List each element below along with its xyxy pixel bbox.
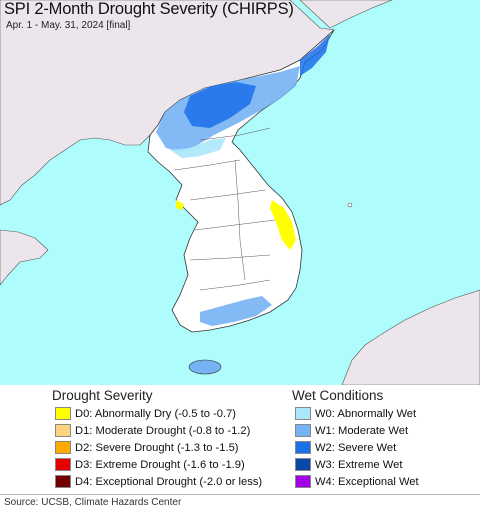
legend-item-w3: W3: Extreme Wet bbox=[295, 457, 402, 472]
wet-region-w2-northeast bbox=[300, 34, 330, 76]
swatch-d0 bbox=[55, 407, 71, 420]
legend-label: D3: Extreme Drought (-1.6 to -1.9) bbox=[75, 458, 245, 471]
legend-item-w2: W2: Severe Wet bbox=[295, 440, 396, 455]
legend-item-d1: D1: Moderate Drought (-0.8 to -1.2) bbox=[55, 423, 250, 438]
legend-item-d0: D0: Abnormally Dry (-0.5 to -0.7) bbox=[55, 406, 236, 421]
legend-item-w1: W1: Moderate Wet bbox=[295, 423, 408, 438]
ulleung-island bbox=[347, 202, 353, 208]
swatch-d1 bbox=[55, 424, 71, 437]
foreign-land-russia bbox=[299, 0, 393, 29]
legend-label: W1: Moderate Wet bbox=[315, 424, 409, 437]
swatch-w1 bbox=[295, 424, 311, 437]
swatch-d3 bbox=[55, 458, 71, 471]
province-boundaries bbox=[174, 127, 276, 291]
swatch-d4 bbox=[55, 475, 71, 488]
legend-label: W0: Abnormally Wet bbox=[315, 407, 417, 420]
foreign-land-shandong bbox=[0, 229, 49, 286]
dry-region-d0-east-coast bbox=[270, 200, 296, 250]
legend-item-w0: W0: Abnormally Wet bbox=[295, 406, 416, 421]
legend: Drought Severity Wet Conditions D0: Abno… bbox=[0, 385, 480, 495]
wet-region-w2-north bbox=[184, 82, 256, 128]
legend-label: D0: Abnormally Dry (-0.5 to -0.7) bbox=[75, 407, 237, 420]
legend-item-d3: D3: Extreme Drought (-1.6 to -1.9) bbox=[55, 457, 245, 472]
swatch-d2 bbox=[55, 441, 71, 454]
legend-title-wet: Wet Conditions bbox=[292, 388, 384, 403]
swatch-w4 bbox=[295, 475, 311, 488]
legend-item-d2: D2: Severe Drought (-1.3 to -1.5) bbox=[55, 440, 239, 455]
wet-region-w0-north bbox=[170, 138, 226, 158]
wet-region-w1-south bbox=[200, 296, 272, 326]
jeju-island bbox=[188, 359, 222, 375]
map-panel: SPI 2-Month Drought Severity (CHIRPS) Ap… bbox=[0, 0, 480, 385]
swatch-w0 bbox=[295, 407, 311, 420]
legend-title-drought: Drought Severity bbox=[52, 388, 153, 403]
source-footer: Source: UCSB, Climate Hazards Center bbox=[0, 494, 480, 510]
legend-label: D1: Moderate Drought (-0.8 to -1.2) bbox=[75, 424, 251, 437]
map-canvas bbox=[0, 0, 480, 385]
map-title: SPI 2-Month Drought Severity (CHIRPS) bbox=[4, 0, 294, 18]
legend-label: W2: Severe Wet bbox=[315, 441, 397, 454]
map-subtitle: Apr. 1 - May. 31, 2024 [final] bbox=[6, 20, 131, 31]
legend-label: W3: Extreme Wet bbox=[315, 458, 403, 471]
legend-item-d4: D4: Exceptional Drought (-2.0 or less) bbox=[55, 474, 262, 489]
swatch-w3 bbox=[295, 458, 311, 471]
legend-item-w4: W4: Exceptional Wet bbox=[295, 474, 419, 489]
swatch-w2 bbox=[295, 441, 311, 454]
foreign-land-japan bbox=[341, 289, 480, 385]
dry-region-d0-west bbox=[176, 200, 184, 210]
legend-label: W4: Exceptional Wet bbox=[315, 475, 419, 488]
legend-label: D2: Severe Drought (-1.3 to -1.5) bbox=[75, 441, 239, 454]
legend-label: D4: Exceptional Drought (-2.0 or less) bbox=[75, 475, 263, 488]
